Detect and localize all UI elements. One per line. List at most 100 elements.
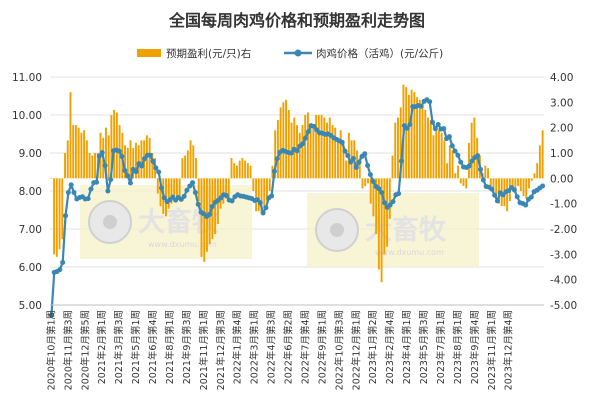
profit-bar xyxy=(421,104,424,179)
legend-bar-label: 预期盈利(元/只)右 xyxy=(166,47,251,60)
price-point xyxy=(396,191,402,197)
profit-bar xyxy=(167,178,170,209)
profit-bar xyxy=(432,135,435,179)
profit-bar xyxy=(222,178,225,204)
price-point xyxy=(68,182,74,188)
profit-bar xyxy=(454,173,457,179)
profit-bar xyxy=(506,178,509,212)
price-point xyxy=(449,143,455,149)
profit-bar xyxy=(528,178,530,189)
profit-bar xyxy=(416,97,419,179)
price-point xyxy=(356,159,362,165)
price-point xyxy=(492,192,498,198)
profit-bar xyxy=(331,125,334,179)
price-point xyxy=(209,204,215,210)
right-tick-label: -2.00 xyxy=(550,224,577,236)
profit-bar xyxy=(244,160,247,179)
profit-bar xyxy=(129,140,132,179)
profit-bar xyxy=(487,168,489,179)
profit-bar xyxy=(74,125,77,179)
x-tick-label: 2022年7月第4周 xyxy=(299,310,311,384)
x-tick-label: 2021年12月第3周 xyxy=(215,310,227,390)
price-point xyxy=(455,152,461,158)
price-point xyxy=(190,180,196,186)
profit-bar xyxy=(238,160,241,179)
profit-bar xyxy=(135,142,137,179)
profit-bar xyxy=(372,178,375,217)
left-tick-label: 9.00 xyxy=(19,148,42,160)
x-tick-label: 2023年12月第4周 xyxy=(503,310,515,390)
profit-bar xyxy=(61,178,64,240)
price-point xyxy=(147,152,153,158)
price-point xyxy=(274,156,280,162)
right-y-axis: -5.00 -4.00 -3.00 -2.00 -1.00 0.00 1.00 2.00 3.0… xyxy=(550,72,577,312)
price-point xyxy=(133,169,139,175)
price-point xyxy=(404,125,410,131)
profit-bar xyxy=(309,127,312,179)
profit-bar xyxy=(388,178,391,219)
profit-bar xyxy=(443,140,446,179)
price-point xyxy=(418,103,424,109)
x-tick-label: 2021年11月第1周 xyxy=(198,310,210,390)
profit-bar xyxy=(522,178,525,197)
left-tick-label: 5.00 xyxy=(19,300,42,312)
price-point xyxy=(365,163,371,169)
price-point xyxy=(229,198,235,204)
right-tick-label: -5.00 xyxy=(550,300,577,312)
x-tick-label: 2022年12月第1周 xyxy=(350,310,362,390)
x-tick-label: 2022年1月第4周 xyxy=(232,310,244,384)
profit-bar xyxy=(459,178,462,184)
profit-bar xyxy=(473,117,476,179)
profit-bar xyxy=(312,127,315,179)
price-point xyxy=(88,186,94,192)
profit-bar xyxy=(397,117,399,179)
profit-bar xyxy=(72,125,75,179)
watermark-logo-dot xyxy=(330,223,344,237)
profit-bar xyxy=(451,150,454,179)
price-point xyxy=(305,129,311,135)
price-point xyxy=(370,179,376,184)
price-point xyxy=(528,194,534,200)
profit-bar xyxy=(249,165,252,179)
profit-bar xyxy=(328,117,331,179)
profit-bar xyxy=(538,145,541,179)
profit-bar xyxy=(241,158,244,179)
profit-bar xyxy=(536,163,539,179)
profit-bar xyxy=(391,155,394,179)
x-tick-label: 2023年7月第1周 xyxy=(435,310,447,384)
price-point xyxy=(477,166,483,172)
price-point xyxy=(435,122,441,127)
price-point xyxy=(311,123,317,129)
price-point xyxy=(452,148,458,154)
price-point xyxy=(362,151,368,157)
profit-bar xyxy=(230,158,233,179)
x-tick-label: 2020年11月第3周 xyxy=(62,310,74,390)
profit-bar xyxy=(424,109,427,179)
profit-bar xyxy=(317,115,320,179)
profit-bar xyxy=(386,178,389,247)
profit-bar xyxy=(315,115,318,179)
price-point xyxy=(390,199,396,205)
price-point xyxy=(94,179,100,185)
price-point xyxy=(96,153,102,159)
watermark-brand: 大畜牧 xyxy=(365,214,447,246)
legend-line-label: 肉鸡价格（活鸡）(元/公斤) xyxy=(316,47,443,60)
price-point xyxy=(339,139,345,145)
profit-bar xyxy=(170,178,173,204)
profit-bar xyxy=(298,132,301,179)
profit-bar xyxy=(105,127,107,179)
profit-bar xyxy=(279,107,282,179)
profit-bar xyxy=(418,99,421,179)
profit-bar xyxy=(257,178,260,212)
price-point xyxy=(142,156,148,162)
profit-bar xyxy=(470,122,473,179)
price-point xyxy=(85,196,91,202)
price-point xyxy=(260,210,266,216)
profit-bar xyxy=(94,153,96,179)
right-tick-label: 4.00 xyxy=(550,72,573,84)
profit-bar xyxy=(407,94,410,179)
x-tick-label: 2021年2月第1周 xyxy=(96,310,108,384)
price-point xyxy=(345,153,351,159)
price-point xyxy=(63,213,69,219)
